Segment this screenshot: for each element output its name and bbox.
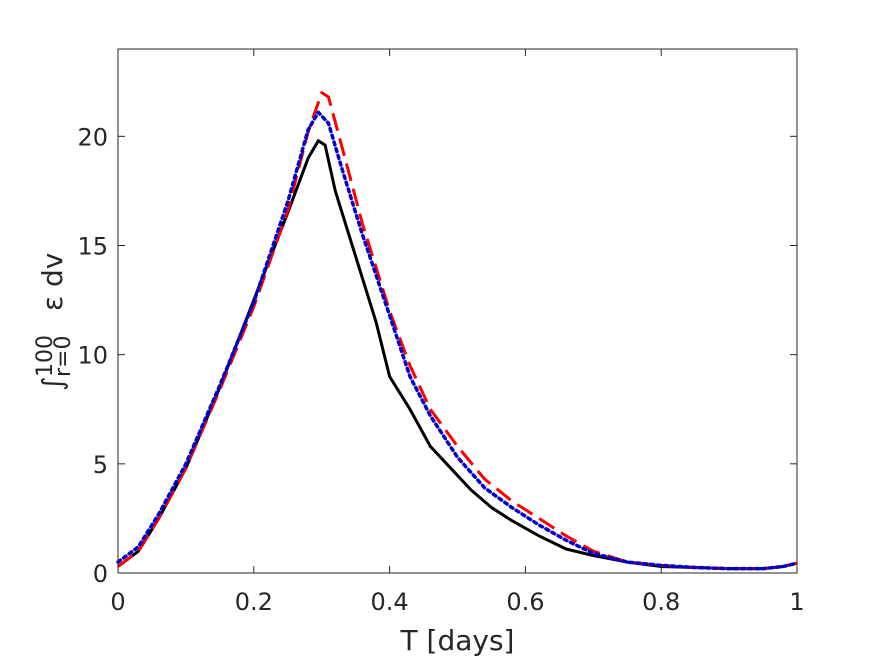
y-axis-label-lower: r=0	[51, 336, 76, 377]
y-tick-label: 15	[77, 233, 108, 261]
y-axis-label: ∫ 100 r=0 ε dv	[33, 253, 76, 391]
x-tick-label: 0.6	[506, 588, 544, 616]
x-tick-label: 0.2	[235, 588, 273, 616]
y-axis-label-upper: 100	[33, 335, 58, 377]
y-axis-label-integral: ∫	[36, 376, 69, 391]
x-tick-label: 0.4	[371, 588, 409, 616]
y-tick-label: 10	[77, 342, 108, 370]
y-tick-label: 5	[93, 451, 108, 479]
series-line-dotted	[116, 110, 799, 571]
x-axis-label: T [days]	[400, 624, 515, 657]
y-tick-label: 0	[93, 560, 108, 588]
x-tick-label: 0	[110, 588, 125, 616]
y-tick-label: 20	[77, 123, 108, 151]
series-layer	[116, 91, 799, 571]
x-tick-label: 1	[789, 588, 804, 616]
y-axis-label-integrand: ε dv	[36, 253, 69, 311]
plot-background	[118, 49, 797, 573]
x-tick-label: 0.8	[642, 588, 680, 616]
plot-frame	[117, 48, 798, 574]
